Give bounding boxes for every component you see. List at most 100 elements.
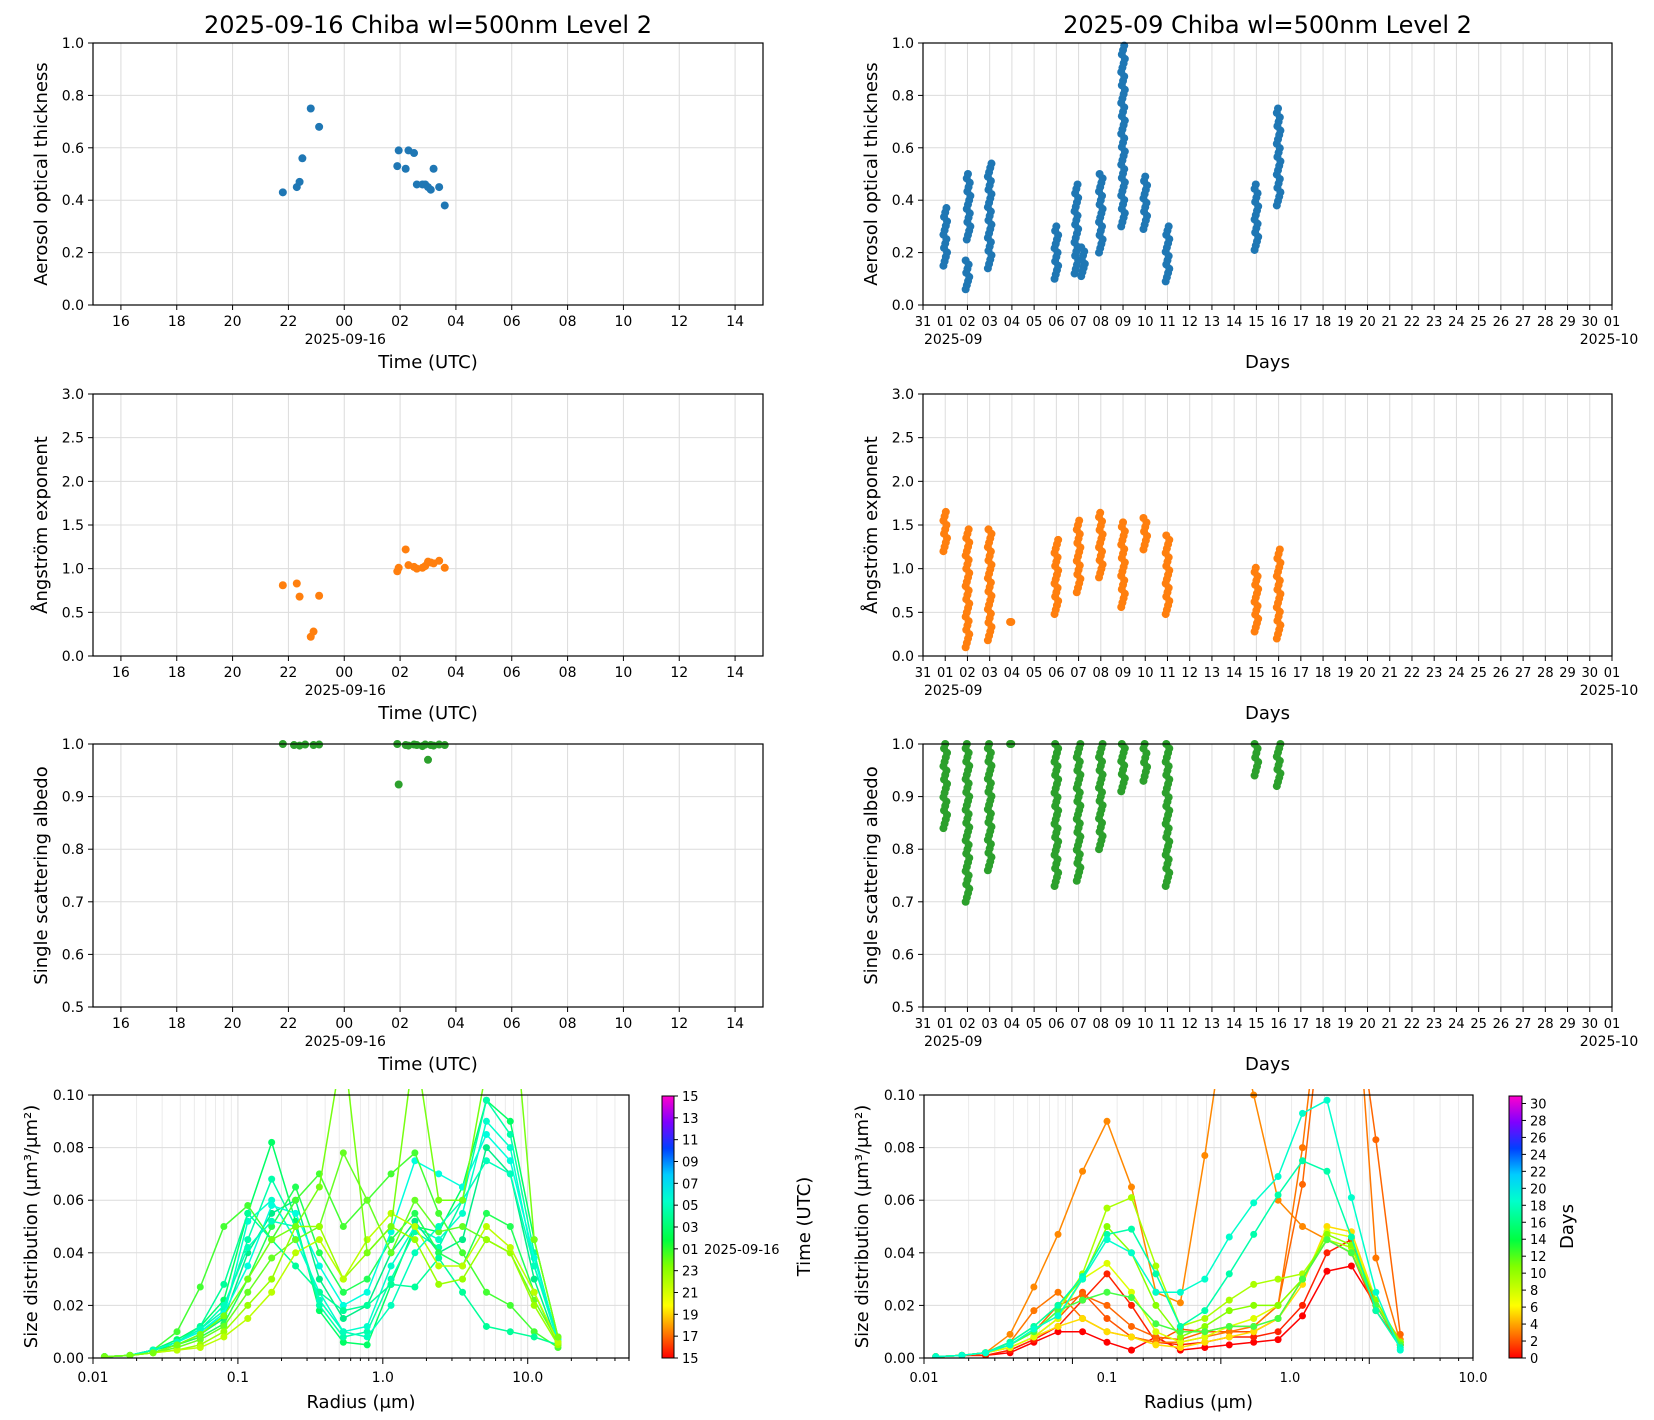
x-tick-label: 02 [959,666,976,681]
x-tick-label: 01 [937,1017,954,1032]
series-point [1347,1194,1355,1202]
data-point [1162,531,1171,540]
series-point [1372,1288,1380,1296]
series-point [1054,1230,1062,1238]
series-point [363,1301,371,1309]
data-point [435,183,444,192]
x-tick-label: 05 [1026,1017,1043,1032]
data-point [1096,508,1105,517]
data-point [394,780,403,789]
series-point [1079,1275,1087,1283]
series-point [932,1353,940,1358]
y-axis-label: Single scattering albedo [31,766,52,984]
series-point [459,1223,467,1230]
x-tick-label: 0.01 [910,1371,939,1386]
series-point [459,1196,467,1204]
chart-title: 2025-09-16 Chiba wl=500nm Level 2 [204,11,652,39]
series-point [1176,1338,1184,1346]
y-tick-label: 2.5 [892,431,914,447]
data-point [424,755,432,764]
series-point [1225,1233,1233,1241]
x-tick-label: 12 [670,1016,688,1032]
series-point [1323,960,1330,967]
series-point [459,1236,467,1244]
series-point [435,1280,443,1288]
x-tick-label: 28 [1537,315,1554,330]
y-tick-label: 0.6 [892,947,914,963]
x-tick-label: 14 [726,314,744,330]
data-point [410,149,419,158]
series-point [363,1333,371,1341]
y-tick-label: 1.5 [62,518,84,534]
plot-frame [922,42,1613,306]
colorbar-tick-label: 26 [1530,1131,1547,1146]
y-tick-label: 0.2 [62,246,84,262]
series-point [315,1296,323,1304]
series-point [1103,1301,1111,1309]
data-point [1073,180,1082,189]
x-tick-label: 14 [726,665,744,681]
series-point [1176,1288,1184,1296]
series-point [958,1351,966,1358]
data-point [1275,545,1284,554]
x-tick-label: 20 [1359,666,1376,681]
x-tick-label: 21 [1381,315,1398,330]
x-tick-label: 13 [1204,1017,1221,1032]
x-axis-label: Time (UTC) [377,1054,478,1075]
series-point [1274,1328,1282,1336]
data-point [963,170,972,178]
data-point [1139,514,1148,523]
series-point [1054,1288,1062,1296]
series-point [268,1201,276,1209]
y-tick-label: 0.5 [892,605,914,621]
series-point [292,1196,300,1204]
series-point [435,1223,443,1230]
x-tick-label: 04 [447,314,465,330]
x-axis-label: Days [1245,1054,1290,1075]
series-point [339,1315,347,1323]
y-tick-label: 0.4 [892,193,914,209]
x-tick-label: 10.0 [512,1370,543,1386]
series-point [196,1343,204,1351]
y-tick-label: 0.06 [884,1193,915,1209]
x-tick-label: 08 [559,1016,577,1032]
y-tick-label: 0.00 [884,1351,915,1367]
chart-month_psd: 0.01 0.1 1.0 10.0 0.00 0.02 0.04 0.06 0.08 0.10 Ra… [852,960,1578,1413]
x-tick-label: 05 [1026,666,1043,681]
colorbar-tick-label: 16 [1530,1216,1547,1231]
colorbar-tick-label: 14 [1530,1233,1547,1248]
x-tick-label: 29 [1559,1017,1576,1032]
colorbar-label: Time (UTC) [794,1177,815,1278]
x-tick-label: 22 [280,665,298,681]
series-point [1299,1157,1307,1165]
series-point [1176,1328,1184,1336]
x-tick-label: 10 [1137,1017,1154,1032]
x-tick-label: 1.0 [1280,1371,1301,1386]
x-tick-label: 01 [1604,666,1621,681]
series-point [506,1223,514,1230]
series-point [1152,1262,1160,1270]
x-tick-label: 16 [1270,315,1287,330]
data-layer [278,104,449,210]
y-tick-label: 0.10 [884,1088,915,1104]
series-point [244,1201,252,1209]
y-tick-label: 0.7 [62,895,84,911]
data-point [435,556,444,565]
series-point [1127,1294,1135,1302]
y-axis-label: Aerosol optical thickness [31,62,52,285]
series-point [268,1175,276,1183]
x-date-label: 2025-09-16 [305,683,386,699]
y-tick-label: 0.8 [892,88,914,104]
series-point [482,1157,490,1165]
data-point [1164,222,1173,231]
data-point [964,525,973,534]
data-point [1007,617,1016,626]
colorbar-label: Days [1557,1204,1578,1249]
series-point [149,1349,157,1357]
x-tick-label: 04 [1004,315,1021,330]
series-point [435,1254,443,1262]
x-tick-label: 04 [1004,666,1021,681]
data-point [401,545,410,554]
series-point [1347,1249,1355,1257]
